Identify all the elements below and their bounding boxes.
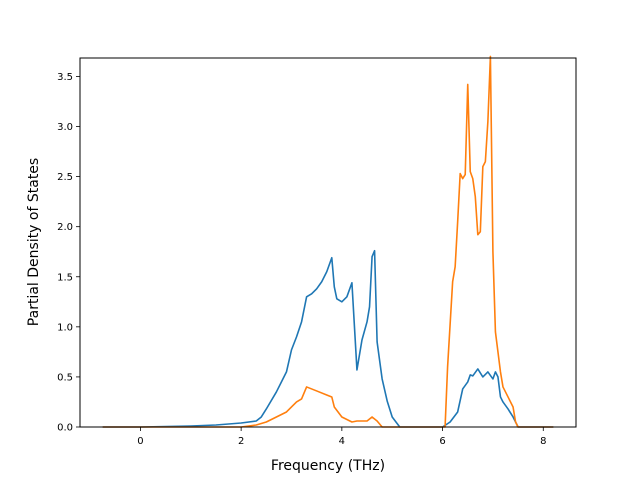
y-axis-ticks: 0.0 0.5 1.0 1.5 2.0 2.5 3.0 3.5 (57, 72, 80, 434)
x-axis-label: Frequency (THz) (271, 458, 385, 474)
y-tick-label: 3.0 (57, 122, 73, 133)
x-tick-label: 4 (339, 436, 345, 447)
y-tick-label: 2.5 (57, 172, 73, 183)
y-tick-label: 1.0 (57, 322, 73, 333)
y-tick-label: 1.5 (57, 272, 73, 283)
plot-frame (79, 57, 577, 428)
y-tick-label: 0.0 (57, 423, 73, 434)
x-tick-label: 0 (137, 436, 143, 447)
y-tick-label: 2.0 (57, 222, 73, 233)
y-tick-label: 0.5 (57, 372, 73, 383)
series-line-2 (102, 55, 554, 428)
y-tick-label: 3.5 (57, 72, 73, 83)
x-axis-ticks: 0 2 4 6 8 (137, 427, 546, 447)
x-tick-label: 8 (540, 436, 546, 447)
y-axis-label: Partial Density of States (26, 158, 42, 326)
plot-lines (102, 55, 554, 428)
x-tick-label: 2 (238, 436, 244, 447)
x-tick-label: 6 (439, 436, 445, 447)
series-line-1 (102, 249, 554, 428)
